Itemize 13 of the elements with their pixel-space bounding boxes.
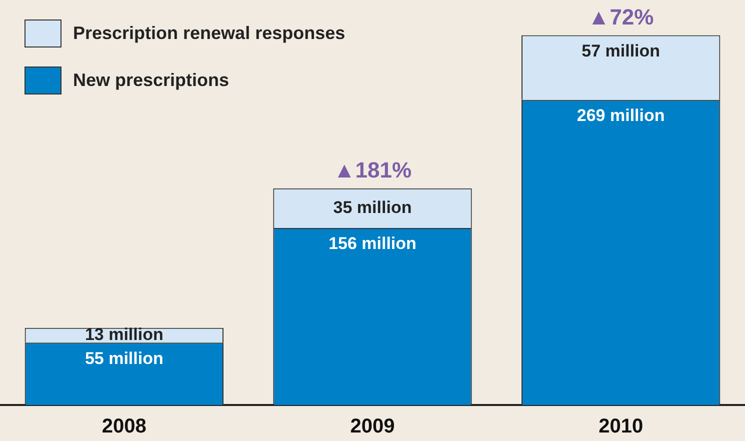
x-tick-label: 2009 — [350, 416, 395, 438]
data-label: 13 million — [84, 324, 164, 344]
annotation: ▲72% — [588, 4, 654, 30]
data-label: 35 million — [333, 198, 412, 217]
annotation: ▲181% — [333, 157, 412, 182]
x-tick-label: 2010 — [598, 416, 644, 438]
legend-label: Prescription renewal responses — [73, 22, 346, 43]
x-tick-label: 2008 — [102, 416, 146, 438]
data-label: 57 million — [582, 41, 660, 60]
data-label: 269 million — [576, 106, 665, 126]
legend-label: New prescriptions — [73, 70, 230, 90]
data-label: 156 million — [328, 234, 416, 254]
data-label: 55 million — [84, 348, 164, 368]
